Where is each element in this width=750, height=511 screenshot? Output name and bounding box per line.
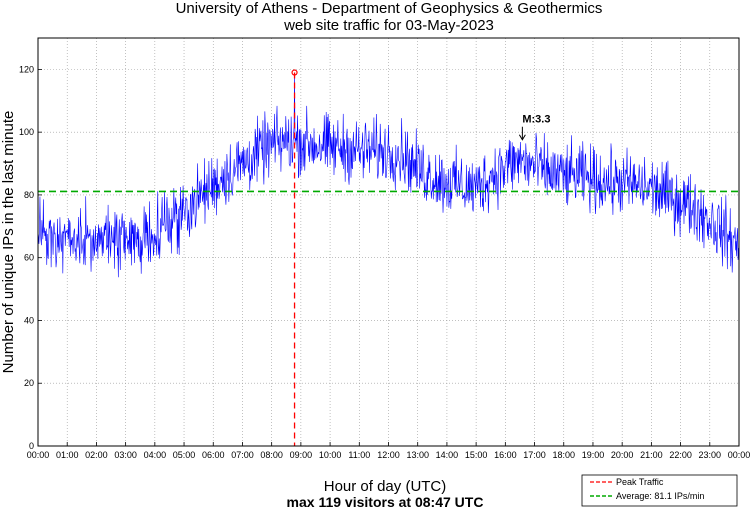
x-tick-label: 18:00 (552, 450, 575, 460)
x-tick-label: 07:00 (231, 450, 254, 460)
x-tick-label: 13:00 (406, 450, 429, 460)
legend: Peak Traffic Average: 81.1 IPs/min (581, 474, 738, 507)
legend-average-label: Average: 81.1 IPs/min (616, 491, 704, 501)
peak-marker (291, 69, 298, 76)
x-tick-label: 04:00 (144, 450, 167, 460)
x-tick-label: 06:00 (202, 450, 225, 460)
x-tick-label: 20:00 (611, 450, 634, 460)
x-tick-label: 03:00 (114, 450, 137, 460)
x-tick-label: 15:00 (465, 450, 488, 460)
x-tick-label: 10:00 (319, 450, 342, 460)
chart-title: University of Athens - Department of Geo… (176, 0, 603, 17)
overlay-layer: M:3.3 (38, 69, 739, 446)
grid (37, 38, 740, 447)
x-tick-label: 00:00 (728, 450, 750, 460)
legend-peak-label: Peak Traffic (616, 477, 664, 487)
x-tick-label: 01:00 (56, 450, 79, 460)
traffic-series-line (37, 72, 739, 278)
y-tick-label: 100 (19, 127, 34, 137)
x-tick-label: 14:00 (436, 450, 459, 460)
x-tick-label: 00:00 (27, 450, 50, 460)
x-tick-label: 11:00 (348, 450, 370, 460)
x-tick-label: 08:00 (260, 450, 283, 460)
y-tick-label: 120 (19, 64, 34, 74)
x-tick-label: 09:00 (290, 450, 313, 460)
x-tick-label: 02:00 (85, 450, 108, 460)
x-tick-label: 23:00 (699, 450, 722, 460)
y-tick-label: 60 (24, 253, 34, 263)
chart-subtitle: web site traffic for 03-May-2023 (283, 17, 494, 34)
legend-box (581, 474, 738, 507)
series-layer (37, 72, 739, 278)
x-tick-label: 16:00 (494, 450, 517, 460)
x-tick-label: 12:00 (377, 450, 400, 460)
y-tick-label: 40 (24, 315, 34, 325)
y-tick-label: 80 (24, 190, 34, 200)
x-tick-label: 19:00 (582, 450, 605, 460)
y-axis-label: Number of unique IPs in the last minute (0, 111, 17, 374)
y-tick-label: 20 (24, 378, 34, 388)
y-axis-ticks: 0 20 40 60 80 100 120 (19, 64, 42, 451)
x-tick-label: 22:00 (669, 450, 692, 460)
x-axis-ticks: 00:00 01:00 02:00 03:00 04:00 05:00 06:00 07:00… (27, 442, 750, 460)
x-tick-label: 17:00 (523, 450, 546, 460)
y-tick-label: 0 (29, 441, 34, 451)
annotation-label: M:3.3 (522, 114, 550, 126)
annotation-arrow-head (518, 134, 526, 141)
peak-footnote: max 119 visitors at 08:47 UTC (287, 494, 484, 510)
x-tick-label: 05:00 (173, 450, 196, 460)
x-tick-label: 21:00 (640, 450, 663, 460)
x-axis-label: Hour of day (UTC) (324, 478, 447, 495)
